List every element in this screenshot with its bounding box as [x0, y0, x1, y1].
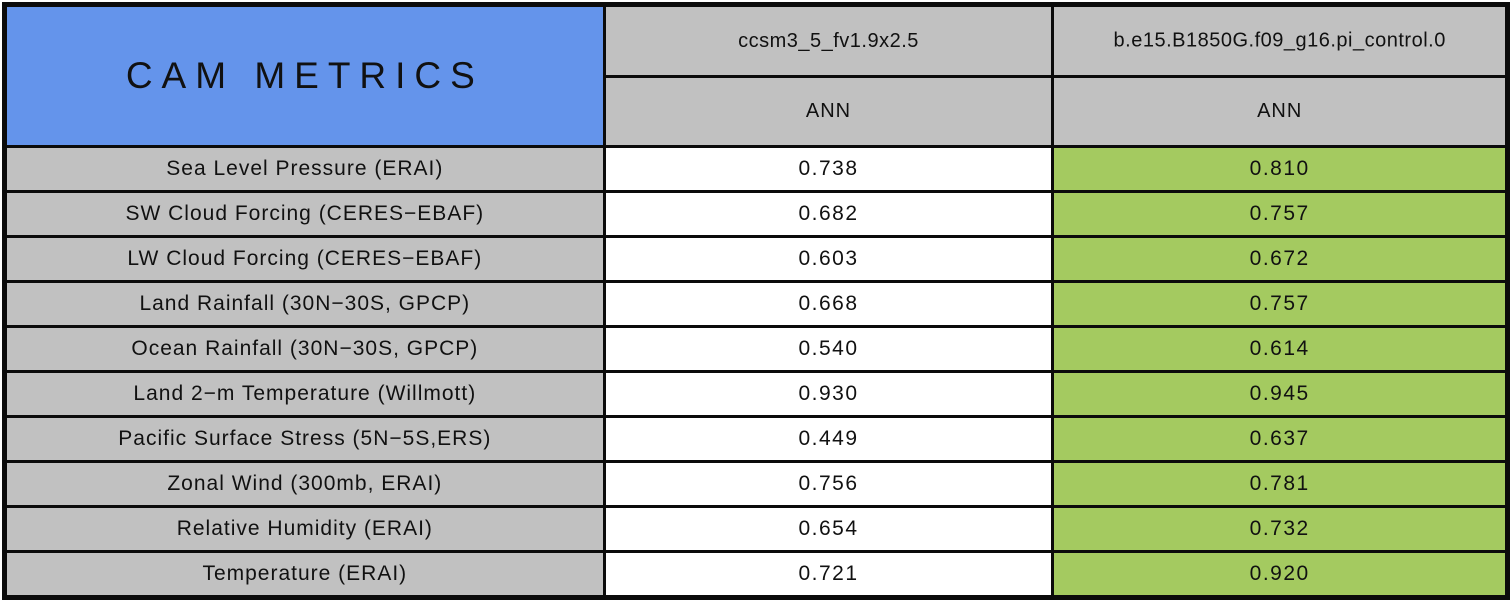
value-cell-model1: 0.756 — [602, 460, 1055, 508]
metric-label: Land Rainfall (30N−30S, GPCP) — [3, 280, 606, 328]
table-row: Sea Level Pressure (ERAI) 0.738 0.810 — [3, 145, 1509, 193]
value-cell-model2: 0.637 — [1051, 415, 1509, 463]
metric-label: Temperature (ERAI) — [3, 550, 606, 599]
season-header-2: ANN — [1051, 75, 1509, 148]
value-cell-model2: 0.810 — [1051, 145, 1509, 193]
table-row: Pacific Surface Stress (5N−5S,ERS) 0.449… — [3, 415, 1509, 463]
value-cell-model2: 0.757 — [1051, 190, 1509, 238]
value-cell-model2: 0.672 — [1051, 235, 1509, 283]
value-cell-model1: 0.721 — [602, 550, 1055, 599]
header-row-seasons: ANN ANN — [5, 75, 1509, 148]
value-cell-model2: 0.614 — [1051, 325, 1509, 373]
table-row: Ocean Rainfall (30N−30S, GPCP) 0.540 0.6… — [3, 325, 1509, 373]
metric-label: Relative Humidity (ERAI) — [3, 505, 606, 553]
value-cell-model1: 0.540 — [602, 325, 1055, 373]
value-cell-model1: 0.654 — [602, 505, 1055, 553]
model-2-overflow-host: b.e15.B1850G.f09_g16.pi_control.0 — [1054, 7, 1505, 75]
value-cell-model1: 0.682 — [602, 190, 1055, 238]
metric-label: Ocean Rainfall (30N−30S, GPCP) — [3, 325, 606, 373]
table-row: Land 2−m Temperature (Willmott) 0.930 0.… — [3, 370, 1509, 418]
value-cell-model2: 0.781 — [1051, 460, 1509, 508]
value-cell-model1: 0.668 — [602, 280, 1055, 328]
value-cell-model1: 0.930 — [602, 370, 1055, 418]
value-cell-model1: 0.603 — [602, 235, 1055, 283]
value-cell-model2: 0.732 — [1051, 505, 1509, 553]
table-row: LW Cloud Forcing (CERES−EBAF) 0.603 0.67… — [3, 235, 1509, 283]
table-row: Temperature (ERAI) 0.721 0.920 — [3, 550, 1509, 599]
table-title: CAM METRICS — [3, 3, 606, 148]
column-header-model-1: ccsm3_5_fv1.9x2.5 — [602, 3, 1055, 78]
table-row: Relative Humidity (ERAI) 0.654 0.732 — [3, 505, 1509, 553]
metric-label: Pacific Surface Stress (5N−5S,ERS) — [3, 415, 606, 463]
value-cell-model1: 0.738 — [602, 145, 1055, 193]
column-header-model-2: b.e15.B1850G.f09_g16.pi_control.0 — [1051, 3, 1509, 78]
column-header-model-2-label: b.e15.B1850G.f09_g16.pi_control.0 — [1113, 29, 1446, 52]
metric-label: LW Cloud Forcing (CERES−EBAF) — [3, 235, 606, 283]
metric-label: Zonal Wind (300mb, ERAI) — [3, 460, 606, 508]
metric-label: SW Cloud Forcing (CERES−EBAF) — [3, 190, 606, 238]
season-header-1: ANN — [602, 75, 1055, 148]
cam-metrics-table: CAM METRICS ccsm3_5_fv1.9x2.5 b.e15.B185… — [2, 2, 1510, 600]
value-cell-model2: 0.945 — [1051, 370, 1509, 418]
table-row: Land Rainfall (30N−30S, GPCP) 0.668 0.75… — [3, 280, 1509, 328]
value-cell-model1: 0.449 — [602, 415, 1055, 463]
metric-label: Land 2−m Temperature (Willmott) — [3, 370, 606, 418]
table-row: SW Cloud Forcing (CERES−EBAF) 0.682 0.75… — [3, 190, 1509, 238]
value-cell-model2: 0.920 — [1051, 550, 1509, 599]
header-row-models: CAM METRICS ccsm3_5_fv1.9x2.5 b.e15.B185… — [3, 3, 1509, 148]
table-row: Zonal Wind (300mb, ERAI) 0.756 0.781 — [3, 460, 1509, 508]
cam-metrics-table-wrap: CAM METRICS ccsm3_5_fv1.9x2.5 b.e15.B185… — [2, 2, 1510, 600]
value-cell-model2: 0.757 — [1051, 280, 1509, 328]
metric-label: Sea Level Pressure (ERAI) — [3, 145, 606, 193]
